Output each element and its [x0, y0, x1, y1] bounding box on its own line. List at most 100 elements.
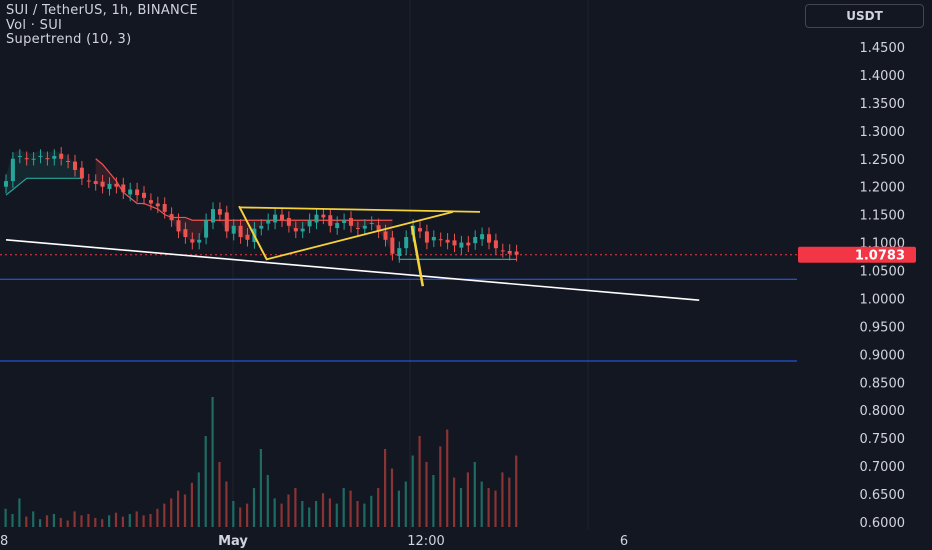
volume-bar	[301, 501, 304, 527]
volume-bar	[232, 501, 235, 527]
candle-body	[245, 234, 250, 240]
supertrend-indicator-label[interactable]: Supertrend (10, 3)	[6, 32, 132, 47]
candle-body	[169, 214, 174, 221]
price-tick-label: 1.1500	[860, 209, 906, 224]
price-tick-label: 1.3500	[860, 97, 906, 112]
volume-bar	[59, 517, 62, 527]
candle-body	[500, 250, 505, 252]
candle-body	[148, 200, 153, 204]
horizontal-levels	[0, 254, 797, 362]
trend-line	[5, 238, 700, 301]
volume-bar	[494, 490, 497, 527]
candle-body	[452, 240, 457, 246]
volume-bar	[501, 472, 504, 527]
price-tick-label: 0.9000	[860, 348, 906, 363]
volume-bar	[121, 516, 124, 527]
symbol-title[interactable]: SUI / TetherUS, 1h, BINANCE	[6, 3, 198, 18]
chart-grid	[232, 0, 589, 530]
price-axis[interactable]: 1.4500 1.4000 1.3500 1.3000 1.2500 1.2000 1.15…	[860, 41, 906, 531]
candle-body	[79, 167, 84, 179]
volume-bar	[252, 488, 256, 527]
time-axis[interactable]: 8 May 12:00 6	[0, 534, 628, 549]
volume-bar	[411, 455, 414, 527]
candle-body	[438, 239, 443, 241]
candle-body	[73, 161, 77, 170]
volume-bar	[66, 520, 69, 527]
price-tag-box	[798, 246, 916, 263]
volume-bar	[11, 514, 14, 527]
candle-body	[466, 242, 471, 246]
price-tag-label: 1.0783	[855, 249, 905, 264]
volume-bar	[114, 512, 118, 527]
candle-body	[128, 189, 133, 195]
candle-body	[459, 242, 464, 248]
candle-body	[197, 239, 202, 243]
candle-body	[86, 180, 91, 182]
volume-bar	[404, 481, 407, 527]
price-tick-label: 1.2500	[860, 153, 906, 168]
volume-bar	[225, 481, 228, 527]
candle-body	[52, 155, 57, 159]
supertrend-indicator	[5, 150, 517, 260]
volume-bar	[432, 475, 435, 527]
volume-bar	[335, 503, 338, 527]
candle-body	[328, 215, 333, 226]
candle-body	[231, 225, 236, 234]
drawing-tools[interactable]	[5, 205, 700, 301]
volume-bar	[211, 397, 214, 527]
volume-bar	[425, 462, 428, 527]
volume-bar	[183, 494, 187, 527]
volume-bar	[108, 515, 111, 527]
candle-body	[307, 220, 312, 227]
volume-bar	[287, 494, 290, 527]
candle-body	[280, 214, 284, 221]
volume-bar	[459, 488, 463, 527]
volume-bar	[94, 517, 97, 527]
candle-body	[480, 234, 485, 240]
supertrend-up-fill	[6, 150, 82, 196]
candlesticks	[4, 147, 519, 263]
candle-body	[190, 239, 195, 243]
candle-body	[224, 212, 229, 232]
candle-body	[259, 225, 264, 229]
price-tick-label: 1.3000	[860, 125, 906, 140]
candle-body	[183, 229, 188, 237]
currency-button[interactable]: USDT	[805, 4, 924, 28]
candle-body	[293, 228, 298, 232]
time-tick-label: May	[218, 534, 248, 549]
candle-body	[321, 214, 326, 218]
price-tick-label: 1.4000	[860, 69, 906, 84]
volume-bar	[273, 498, 276, 527]
price-tick-label: 0.6500	[860, 488, 906, 503]
candle-body	[335, 223, 340, 229]
volume-bar	[87, 514, 90, 527]
last-price-tag: 1.0783	[798, 246, 916, 264]
price-tick-label: 0.9500	[860, 320, 906, 335]
volume-bar	[80, 515, 83, 527]
candle-body	[383, 231, 388, 240]
candle-body	[431, 237, 436, 241]
volume-bar	[149, 514, 152, 527]
candle-body	[211, 209, 215, 223]
volume-bar	[397, 490, 400, 527]
candle-body	[424, 231, 429, 243]
candle-body	[107, 183, 112, 189]
volume-bar	[52, 514, 55, 527]
volume-bar	[349, 490, 352, 527]
volume-bar	[4, 508, 7, 527]
candle-body	[514, 251, 519, 255]
candle-body	[217, 209, 222, 215]
volume-bar	[487, 488, 490, 527]
volume-bar	[39, 519, 42, 527]
volume-bar	[204, 436, 207, 527]
volume-bar	[128, 514, 131, 527]
volume-bar	[25, 516, 28, 527]
candle-body	[342, 220, 347, 224]
price-tick-label: 0.8500	[860, 376, 906, 391]
volume-bar	[32, 511, 35, 527]
candle-body	[404, 237, 409, 249]
volume-bar	[418, 436, 421, 527]
volume-indicator-label[interactable]: Vol · SUI	[6, 17, 63, 33]
volume-bar	[190, 482, 193, 527]
